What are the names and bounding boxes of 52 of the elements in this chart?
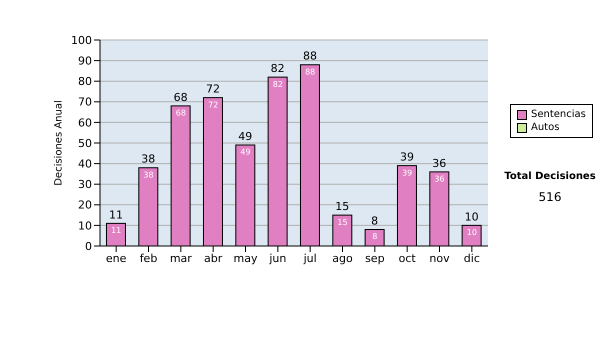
legend-label: Autos: [531, 121, 560, 134]
annotation: 8: [371, 214, 378, 228]
annotation: 88: [302, 50, 317, 63]
x-tick-label: abr: [204, 252, 223, 265]
y-tick-label: 0: [85, 240, 92, 253]
x-tick-label: ene: [106, 252, 127, 265]
text: Total Decisiones: [503, 171, 597, 182]
annotation: 49: [238, 130, 252, 144]
annotation: 15: [335, 200, 350, 214]
y-tick-label: 100: [71, 34, 92, 47]
annotation: 10: [464, 210, 479, 224]
y-tick-label: 80: [78, 75, 92, 88]
y-tick-label: 70: [78, 96, 92, 109]
y-tick-label: 10: [78, 219, 92, 232]
y-axis-title: Decisiones Anual: [54, 100, 65, 186]
y-tick-label: 20: [78, 198, 92, 212]
x-tick-label: jun: [268, 252, 286, 265]
data-label: 68: [176, 108, 186, 118]
x-tick-label: nov: [429, 252, 450, 265]
annotation: 68: [174, 90, 188, 104]
x-tick-label: may: [234, 252, 258, 265]
x-tick-label: oct: [398, 252, 416, 265]
x-tick-label: sep: [365, 252, 385, 265]
y-tick-label: 50: [78, 136, 92, 150]
data-label: 49: [240, 148, 251, 157]
data-label: 36: [434, 174, 445, 184]
annotation: 36: [432, 156, 446, 170]
data-label: 8: [372, 232, 378, 242]
data-label: 10: [466, 228, 477, 238]
data-label: 72: [208, 100, 218, 110]
text: 516: [538, 190, 562, 204]
annotation: 72: [206, 82, 220, 96]
data-label: 38: [143, 170, 154, 180]
y-tick-label: 90: [78, 54, 92, 68]
legend-label: Sentencias: [531, 108, 586, 121]
annotation: 82: [270, 62, 285, 76]
data-label: 11: [111, 226, 122, 236]
y-tick-label: 40: [78, 158, 92, 171]
annotation: 39: [400, 150, 414, 164]
y-tick-label: 30: [78, 178, 92, 192]
x-tick-label: feb: [140, 252, 158, 265]
x-tick-label: mar: [170, 252, 192, 265]
annotation: 38: [141, 152, 156, 166]
data-label: 15: [337, 218, 348, 227]
x-tick-label: ago: [332, 252, 353, 265]
x-tick-label: jul: [302, 252, 317, 265]
x-tick-label: dic: [464, 252, 480, 265]
annotation: 11: [108, 208, 123, 222]
y-tick-label: 60: [78, 116, 92, 130]
data-label: 39: [402, 168, 412, 178]
data-label: 88: [305, 67, 316, 76]
data-label: 82: [272, 80, 283, 89]
